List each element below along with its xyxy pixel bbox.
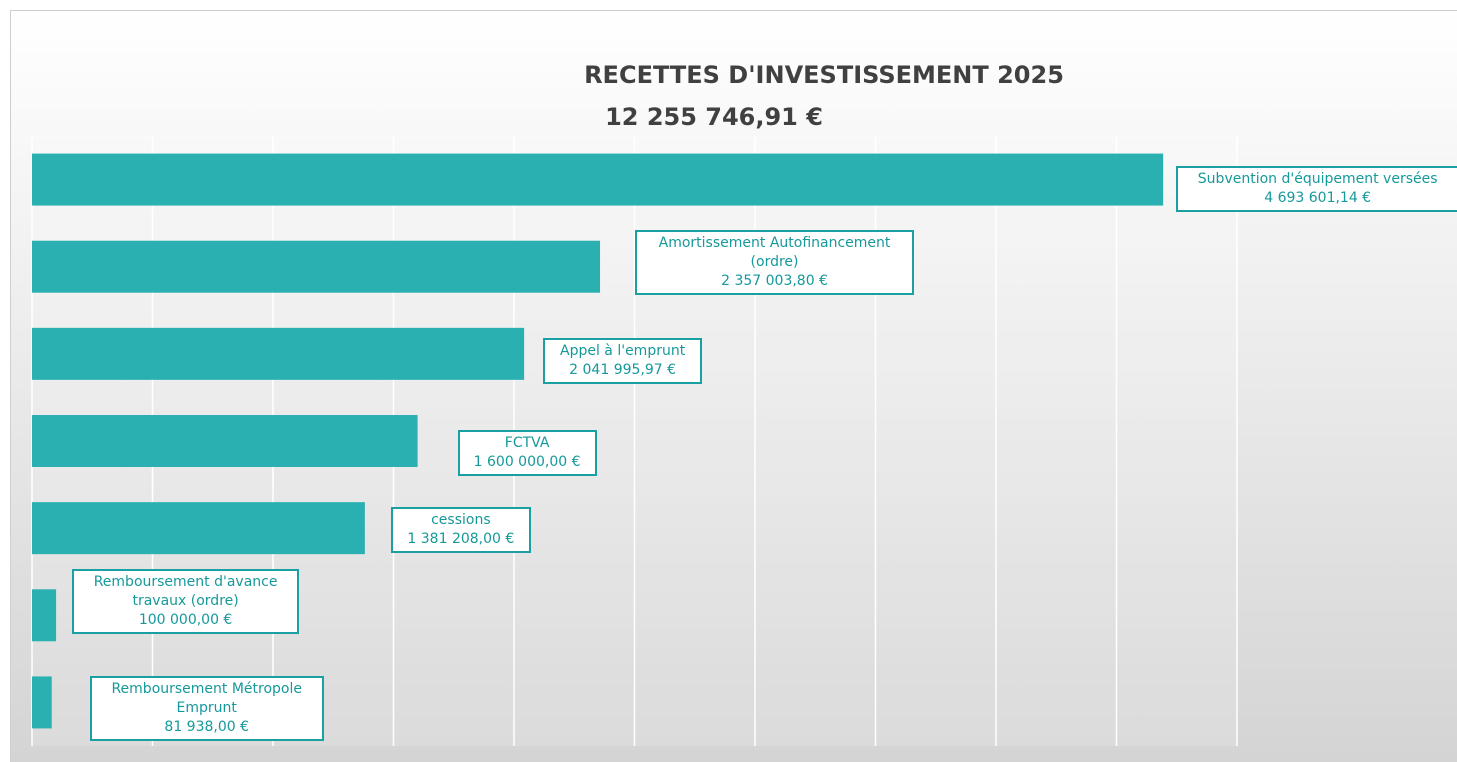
value-label: 4 693 601,14 € xyxy=(1264,190,1372,206)
category-label: Remboursement Métropole Emprunt xyxy=(111,681,303,716)
chart-subtitle: 12 255 746,91 € xyxy=(605,103,823,131)
data-label: Remboursement d'avance travaux (ordre) 10… xyxy=(72,569,300,634)
category-label: Remboursement d'avance travaux (ordre) xyxy=(93,574,278,609)
chart: RECETTES D'INVESTISSEMENT 2025 12 255 74… xyxy=(10,10,1457,762)
bar xyxy=(32,327,525,380)
data-label: Subvention d'équipement versées 4 693 601… xyxy=(1176,166,1457,212)
bar xyxy=(32,589,57,642)
plot xyxy=(31,136,1238,746)
data-label: cessions 1 381 208,00 € xyxy=(390,507,531,553)
value-label: 1 381 208,00 € xyxy=(407,531,515,547)
category-label: Subvention d'équipement versées xyxy=(1197,171,1438,187)
value-label: 100 000,00 € xyxy=(138,612,233,628)
bar xyxy=(32,502,365,555)
bar xyxy=(32,415,418,467)
bar xyxy=(32,153,1164,206)
bar xyxy=(32,676,52,729)
category-label: Amortissement Autofinancement (ordre) xyxy=(658,235,891,270)
bar xyxy=(32,240,601,293)
data-label: Remboursement Métropole Emprunt 81 938,00… xyxy=(89,676,324,741)
data-label: Amortissement Autofinancement (ordre) 2 3… xyxy=(635,230,915,295)
data-label: Appel à l'emprunt 2 041 995,97 € xyxy=(543,338,703,384)
value-label: 1 600 000,00 € xyxy=(473,454,581,470)
category-label: cessions xyxy=(431,512,491,528)
chart-title: RECETTES D'INVESTISSEMENT 2025 xyxy=(584,61,1064,89)
category-label: FCTVA xyxy=(504,435,550,451)
value-label: 2 357 003,80 € xyxy=(721,273,828,289)
category-label: Appel à l'emprunt xyxy=(560,343,686,359)
value-label: 2 041 995,97 € xyxy=(569,362,677,378)
value-label: 81 938,00 € xyxy=(164,719,250,735)
data-label: FCTVA 1 600 000,00 € xyxy=(457,430,597,476)
